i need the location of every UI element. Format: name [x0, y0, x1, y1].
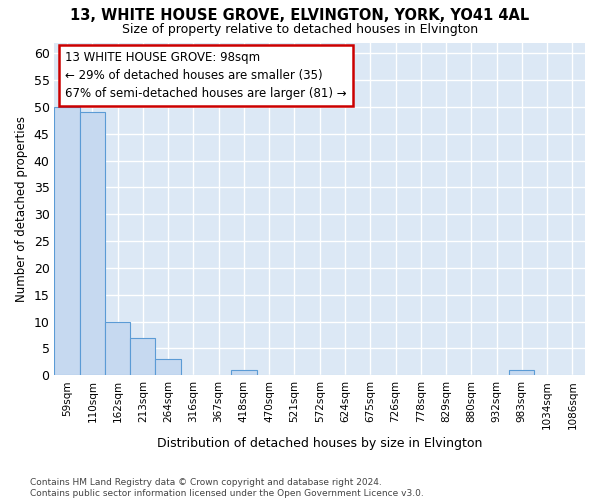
- Bar: [130, 338, 155, 375]
- Text: 13, WHITE HOUSE GROVE, ELVINGTON, YORK, YO41 4AL: 13, WHITE HOUSE GROVE, ELVINGTON, YORK, …: [70, 8, 530, 22]
- Bar: [80, 112, 105, 375]
- Bar: [55, 107, 80, 375]
- Bar: [231, 370, 257, 375]
- Bar: [509, 370, 535, 375]
- X-axis label: Distribution of detached houses by size in Elvington: Distribution of detached houses by size …: [157, 437, 482, 450]
- Text: Contains HM Land Registry data © Crown copyright and database right 2024.
Contai: Contains HM Land Registry data © Crown c…: [30, 478, 424, 498]
- Bar: [155, 359, 181, 375]
- Y-axis label: Number of detached properties: Number of detached properties: [15, 116, 28, 302]
- Text: 13 WHITE HOUSE GROVE: 98sqm
← 29% of detached houses are smaller (35)
67% of sem: 13 WHITE HOUSE GROVE: 98sqm ← 29% of det…: [65, 51, 347, 100]
- Text: Size of property relative to detached houses in Elvington: Size of property relative to detached ho…: [122, 22, 478, 36]
- Bar: [105, 322, 130, 375]
